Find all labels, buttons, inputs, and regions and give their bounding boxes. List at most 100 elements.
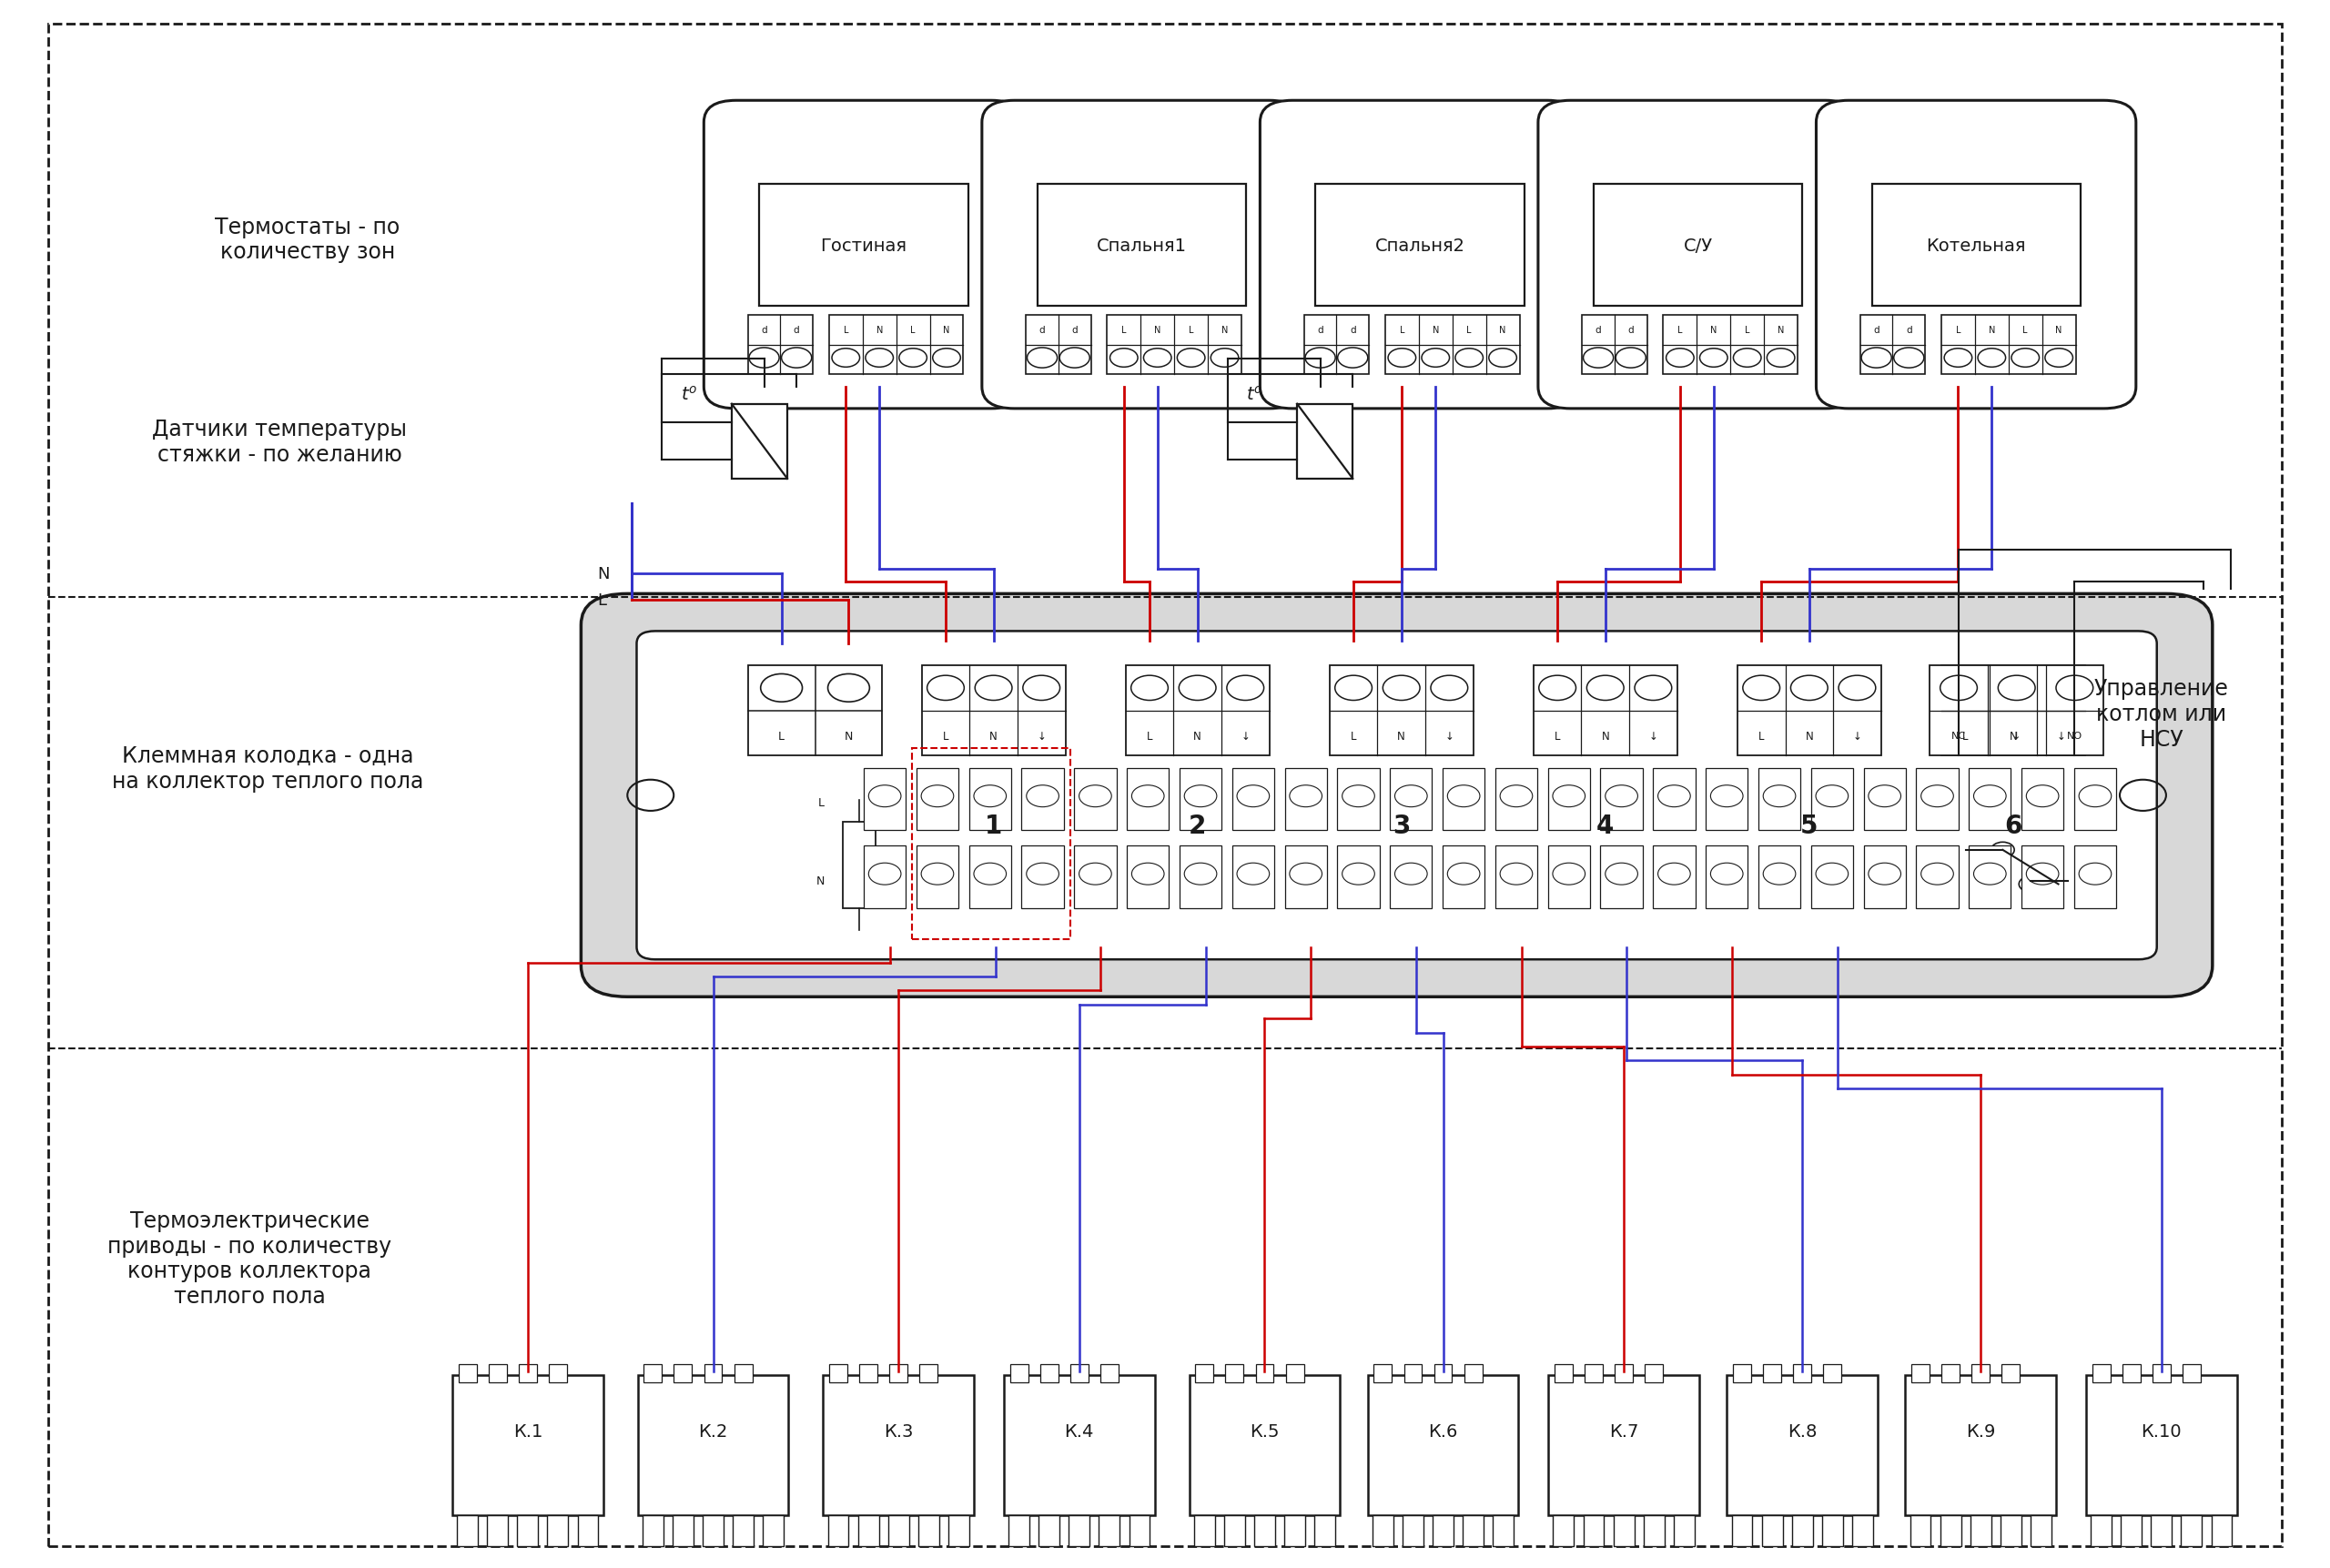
Bar [1652, 847, 1696, 908]
Bar [1284, 1515, 1305, 1546]
Bar [1496, 847, 1538, 908]
Bar [452, 1375, 603, 1515]
Text: N: N [1778, 326, 1785, 334]
Bar [1727, 1375, 1878, 1515]
Bar [2092, 1364, 2111, 1383]
Bar [2211, 1515, 2232, 1546]
Bar [1021, 847, 1065, 908]
Text: К.9: К.9 [1967, 1422, 1994, 1439]
Bar [1463, 1515, 1484, 1546]
FancyBboxPatch shape [1538, 102, 1857, 409]
Bar [1941, 315, 2076, 375]
Bar [1433, 1515, 1454, 1546]
Bar [1337, 768, 1379, 831]
Text: L: L [1745, 326, 1750, 334]
Text: Спальня2: Спальня2 [1375, 237, 1466, 254]
Bar [2022, 768, 2064, 831]
Text: L: L [944, 731, 948, 742]
Bar [1911, 1364, 1929, 1383]
Bar [1433, 1364, 1452, 1383]
Bar [1915, 847, 1957, 908]
Bar [918, 1515, 939, 1546]
Text: N: N [2055, 326, 2062, 334]
Text: ↓: ↓ [1242, 731, 1249, 742]
Text: Котельная: Котельная [1927, 237, 2025, 254]
Bar [2183, 1364, 2200, 1383]
Bar [890, 1364, 909, 1383]
Bar [860, 1364, 878, 1383]
Bar [857, 1515, 878, 1546]
Bar [864, 768, 906, 831]
Bar [1179, 847, 1221, 908]
Text: N: N [1710, 326, 1717, 334]
Text: L: L [1678, 326, 1682, 334]
Text: N: N [944, 326, 951, 334]
Bar [829, 1364, 848, 1383]
Bar [1738, 666, 1880, 756]
Bar [1822, 1515, 1843, 1546]
Bar [1533, 666, 1678, 756]
Bar [1794, 1364, 1810, 1383]
Text: К.10: К.10 [2141, 1422, 2181, 1439]
Bar [550, 1364, 566, 1383]
Bar [1074, 847, 1116, 908]
Bar [760, 185, 967, 306]
Bar [1864, 847, 1906, 908]
Text: L: L [1146, 731, 1153, 742]
Bar [1601, 768, 1643, 831]
Bar [1645, 1364, 1664, 1383]
Bar [748, 666, 883, 756]
Bar [864, 847, 906, 908]
Bar [1372, 1515, 1393, 1546]
Text: N: N [2008, 731, 2018, 742]
Bar [673, 1515, 694, 1546]
Text: d: d [1906, 326, 1913, 334]
Bar [487, 1515, 508, 1546]
Bar [1391, 847, 1433, 908]
Text: С/У: С/У [1682, 237, 1713, 254]
Text: L: L [911, 326, 916, 334]
Bar [1256, 1364, 1275, 1383]
Bar [734, 1515, 753, 1546]
Text: ↓: ↓ [1037, 731, 1046, 742]
Bar [948, 1515, 969, 1546]
Text: ↓: ↓ [1650, 731, 1657, 742]
Bar [704, 1364, 722, 1383]
Bar [1792, 1515, 1813, 1546]
Bar [1193, 1515, 1214, 1546]
Bar [1009, 1364, 1028, 1383]
Bar [1764, 1364, 1780, 1383]
Text: ↓: ↓ [1445, 731, 1454, 742]
Text: N: N [876, 326, 883, 334]
Bar [1330, 666, 1473, 756]
Bar [2022, 847, 2064, 908]
Text: N: N [1501, 326, 1505, 334]
FancyBboxPatch shape [1261, 102, 1580, 409]
Text: L: L [1955, 326, 1960, 334]
Bar [1025, 315, 1090, 375]
Bar [2001, 1515, 2020, 1546]
Text: L: L [1466, 326, 1473, 334]
Bar [1969, 768, 2011, 831]
Bar [1547, 847, 1589, 908]
Text: N: N [843, 731, 853, 742]
Text: ↓: ↓ [2013, 732, 2020, 740]
Text: Гостиная: Гостиная [820, 237, 906, 254]
Bar [829, 315, 962, 375]
Text: 1: 1 [986, 814, 1002, 839]
Bar [762, 1515, 783, 1546]
Text: К.3: К.3 [883, 1422, 913, 1439]
Text: L: L [1554, 731, 1561, 742]
Bar [1549, 1375, 1699, 1515]
Bar [1706, 768, 1748, 831]
Bar [673, 1364, 692, 1383]
Bar [1337, 847, 1379, 908]
Bar [1100, 1515, 1121, 1546]
Text: N: N [1987, 326, 1994, 334]
Bar [1915, 768, 1957, 831]
Bar [2029, 1515, 2050, 1546]
Bar [2074, 847, 2116, 908]
Text: L: L [1121, 326, 1125, 334]
Bar [2090, 1515, 2111, 1546]
Bar [1911, 1515, 1932, 1546]
